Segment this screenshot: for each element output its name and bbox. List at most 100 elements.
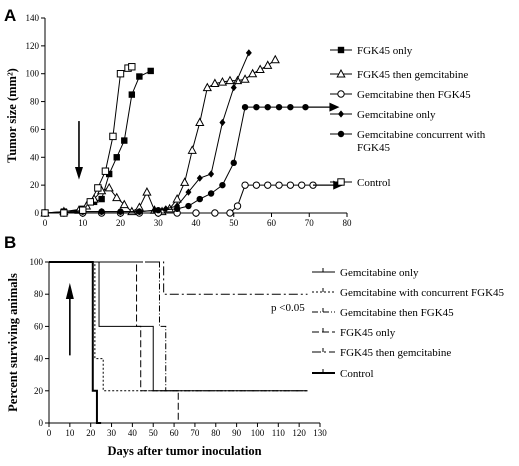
panel-a-x-tick-label: 10 [78,218,88,228]
panel-b-legend-item: FGK45 then gemcitabine [312,347,451,359]
series-a-gemcitabine-concurrent-with-fgk45-point [264,103,271,111]
panel-b-legend-item: Gemcitabine only [312,267,419,279]
legend-a-marker-gemcitabine-then-fgk45 [337,90,345,98]
series-a-control-point [109,132,117,141]
panel-a-x-tick-label: 70 [305,218,315,228]
series-a-fgk45-then-gemcitabine-point [240,74,250,83]
series-a-gemcitabine-only-point [230,84,237,92]
panel-b-x-tick-label: 50 [149,428,159,438]
series-a-gemcitabine-concurrent-with-fgk45 [41,102,340,217]
panel-b-legend: Gemcitabine only Gemcitabine with concurr… [312,267,505,380]
panel-a-x-tick-label: 20 [116,218,126,228]
series-a-gemcitabine-then-fgk45-point [252,181,261,189]
p-value-annotation: p <0.05 [271,302,305,314]
panel-b-legend-item: Gemcitabine then FGK45 [312,307,454,319]
series-a-gemcitabine-concurrent-with-fgk45-point [155,207,162,214]
legend-a-label: Control [357,177,391,189]
panel-b-arrow-head [65,282,74,300]
panel-a-legend-item: Gemcitabine only [330,109,436,121]
panel-b-x-tick-label: 90 [232,428,242,438]
panel-a-x-tick-label: 50 [229,218,239,228]
legend-b-label: FGK45 then gemcitabine [340,347,451,359]
panel-b-y-tick-label: 60 [34,321,44,331]
legend-b-label: Control [340,368,374,380]
panel-b-chart: 0 20 40 60 80 100 0 10 20 30 40 50 60 70 80 90 100 110 120… [6,257,505,458]
series-a-gemcitabine-concurrent-with-fgk45-point [207,190,215,197]
series-b-gemcitabine-then-fgk45 [49,261,308,392]
legend-a-label: FGK45 then gemcitabine [357,69,468,81]
series-a-gemcitabine-concurrent-with-fgk45-point [136,208,143,215]
panel-b-y-label: Percent surviving animals [6,273,20,412]
panel-b-y-tick-label: 40 [34,354,44,364]
series-b-fgk45-only [49,261,179,423]
series-a-fgk45-only-point [128,91,136,98]
series-a-control-point [116,70,125,78]
panel-b-x-tick-label: 60 [170,428,180,438]
panel-b-x-tick-label: 40 [128,428,138,438]
series-a-gemcitabine-concurrent-with-fgk45-point [302,103,309,111]
legend-a-marker-control [337,178,345,186]
panel-a-y-tick-label: 120 [26,41,40,51]
series-a-gemcitabine-concurrent-with-fgk45-arrow-head [329,102,340,112]
series-a-gemcitabine-then-fgk45-point [233,202,242,210]
panel-b-x-tick-label: 0 [47,428,52,438]
series-a-gemcitabine-then-fgk45-point [286,181,295,189]
panel-a-legend-item: FGK45 then gemcitabine [330,68,468,81]
series-a-fgk45-then-gemcitabine-point [180,177,190,186]
series-a-gemcitabine-concurrent-with-fgk45-point [230,159,237,167]
legend-a-label-cont: FGK45 [357,142,391,154]
series-a-fgk45-only-point [121,137,128,144]
panel-b-legend-item: Gemcitabine with concurrent FGK45 [312,287,505,299]
series-a-fgk45-only-point [147,67,154,75]
series-a-gemcitabine-then-fgk45-point [192,209,200,217]
series-a-gemcitabine-concurrent-with-fgk45-point [173,205,181,213]
panel-a-legend: FGK45 only FGK45 then gemcitabine Gemcitab… [330,45,486,189]
series-b-gemcitabine-only [49,261,308,392]
legend-b-label: Gemcitabine with concurrent FGK45 [340,287,505,299]
series-b-fgk45-then-gemcitabine [49,261,308,295]
series-a-gemcitabine-only-point [185,188,192,196]
panel-a-y-tick-label: 0 [35,208,40,218]
series-a-control-point [94,184,102,192]
panel-a-legend-item: Control [330,177,391,189]
series-a-gemcitabine-concurrent-with-fgk45-point [219,181,226,189]
panel-a-x-tick-label: 80 [343,218,353,228]
legend-a-label: Gemcitabine concurrent with [357,129,486,141]
series-a-fgk45-only-point [105,170,113,178]
panel-b-x-tick-label: 10 [65,428,75,438]
panel-b-letter: B [4,233,16,252]
panel-b-x-tick-label: 20 [86,428,96,438]
series-a-gemcitabine-concurrent-with-fgk45-point [196,195,203,203]
panel-a-letter: A [4,6,16,25]
series-a-control-point [86,198,94,206]
series-a-fgk45-then-gemcitabine-point [112,192,122,202]
series-b-control [49,261,102,424]
panel-b-x-tick-label: 100 [251,428,265,438]
panel-b-legend-item: Control [312,368,374,380]
panel-a-x-tick-label: 40 [192,218,202,228]
series-b-gemcitabine-with-concurrent-fgk45 [49,261,308,392]
panel-b-y-tick-label: 0 [39,418,44,428]
series-a-control-point [79,206,87,214]
series-a-gemcitabine-only-point [208,170,215,178]
legend-b-label: Gemcitabine then FGK45 [340,307,454,319]
series-a-control [41,63,136,217]
series-a-gemcitabine-concurrent-with-fgk45-point [275,103,283,111]
legend-a-label: Gemcitabine then FGK45 [357,89,471,101]
series-a-fgk45-then-gemcitabine-point [263,60,273,69]
series-a-fgk45-then-gemcitabine-point [142,187,152,196]
series-a-gemcitabine-concurrent-with-fgk45-line [45,106,306,214]
series-a-fgk45-then-gemcitabine-point [119,199,129,209]
series-a-gemcitabine-concurrent-with-fgk45-point [98,208,105,215]
series-a-gemcitabine-concurrent-with-fgk45-point [117,208,124,215]
series-a-control-point [128,63,136,71]
panel-a-x-tick-label: 60 [267,218,277,228]
legend-a-marker-gemcitabine-concurrent-with-fgk45 [337,130,345,138]
panel-a-y-label: Tumor size (mm²) [5,68,19,163]
legend-b-label: Gemcitabine only [340,267,419,279]
legend-a-marker-fgk45-only [337,46,345,54]
series-a-fgk45-then-gemcitabine-point [217,77,228,86]
series-a-control-point [41,209,49,217]
series-a-gemcitabine-only-point [245,49,252,57]
